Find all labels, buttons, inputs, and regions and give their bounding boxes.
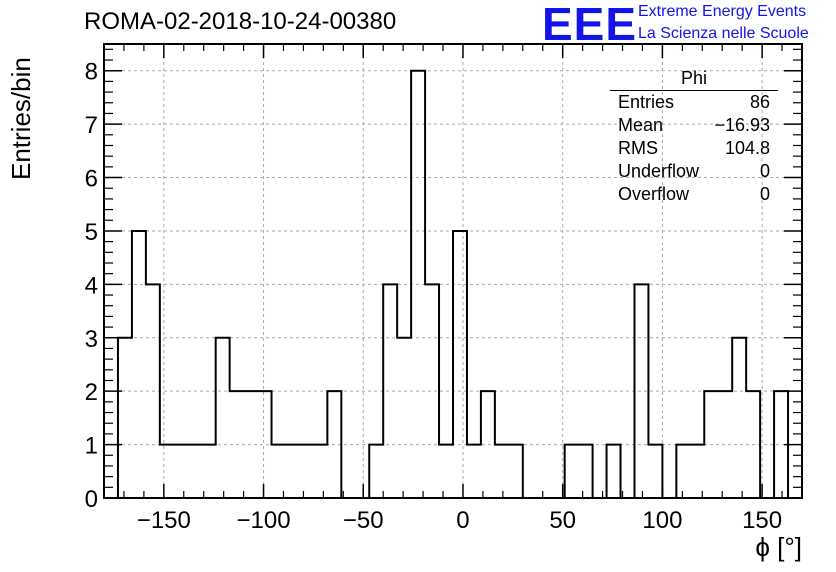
histogram-bin (160, 445, 174, 498)
histogram-bin (118, 338, 132, 498)
x-tick-label: −150 (137, 507, 191, 534)
histogram-bin (258, 391, 272, 498)
chart-title: ROMA-02-2018-10-24-00380 (84, 8, 397, 35)
eee-logo: EEE (542, 0, 638, 50)
histogram-bin (285, 445, 299, 498)
histogram-bin (132, 231, 146, 498)
histogram-bin (272, 445, 286, 498)
y-tick-label: 4 (85, 272, 98, 299)
stats-value: 0 (759, 184, 770, 204)
histogram-bin (648, 445, 662, 498)
histogram-bin (509, 445, 523, 498)
y-tick-label: 2 (85, 379, 98, 406)
x-tick-label: −100 (237, 507, 291, 534)
y-tick-label: 0 (85, 486, 98, 513)
x-tick-label: 100 (642, 507, 682, 534)
stats-row: Underflow 0 (610, 160, 778, 183)
histogram-step-line (116, 69, 790, 499)
histogram-bin (383, 284, 397, 498)
stats-key: RMS (618, 138, 658, 158)
histogram-bin (299, 445, 313, 498)
logo-line-1: Extreme Energy Events (638, 3, 807, 20)
x-axis-label: ϕ [°] (755, 532, 802, 562)
stats-value: 0 (759, 161, 770, 181)
stats-title: Phi (610, 68, 778, 91)
histogram-bin (565, 445, 579, 498)
y-axis-label: Entries/bin (6, 57, 36, 180)
histogram-bin (188, 445, 202, 498)
x-tick-label: 0 (456, 507, 469, 534)
histogram-bin (202, 445, 216, 498)
stats-value: −16.93 (714, 115, 770, 135)
stats-row: Overflow 0 (610, 183, 778, 206)
stats-box: Phi Entries 86 Mean −16.93 RMS 104.8 Und… (610, 68, 778, 206)
stats-key: Entries (618, 92, 675, 112)
histogram-bin (313, 445, 327, 498)
y-tick-label: 8 (85, 59, 98, 86)
histogram-bin (732, 338, 746, 498)
histogram-bin (579, 445, 593, 498)
histogram-bin (607, 445, 621, 498)
stats-value: 104.8 (724, 138, 770, 158)
x-tick-label: 150 (742, 507, 782, 534)
histogram-bin (397, 338, 411, 498)
x-tick-label: 50 (549, 507, 576, 534)
stats-key: Overflow (618, 184, 690, 204)
stats-key: Underflow (618, 161, 700, 181)
y-tick-labels: 0 1 2 3 4 5 6 7 8 (85, 59, 98, 513)
stats-key: Mean (618, 115, 664, 135)
stats-row: Mean −16.93 (610, 114, 778, 137)
y-tick-label: 3 (85, 326, 98, 353)
y-tick-label: 5 (85, 219, 98, 246)
histogram-bin (453, 231, 467, 498)
histogram-bin (439, 445, 453, 498)
plot-frame (103, 43, 803, 499)
histogram-bin (369, 445, 383, 498)
x-tick-labels: −150 −100 −50 0 50 100 150 (137, 507, 782, 534)
y-tick-label: 6 (85, 166, 98, 193)
logo-line-2: La Scienza nelle Scuole (638, 25, 809, 42)
histogram-bin (174, 445, 188, 498)
histogram-bin (690, 445, 704, 498)
histogram-bin (467, 445, 481, 498)
histogram-bin (495, 445, 509, 498)
y-tick-label: 7 (85, 112, 98, 139)
stats-row: Entries 86 (610, 91, 778, 114)
stats-value: 86 (749, 92, 770, 112)
histogram-bin (676, 445, 690, 498)
x-tick-label: −50 (343, 507, 384, 534)
y-tick-label: 1 (85, 433, 98, 460)
histogram-bin (216, 338, 230, 498)
stats-row: RMS 104.8 (610, 137, 778, 160)
